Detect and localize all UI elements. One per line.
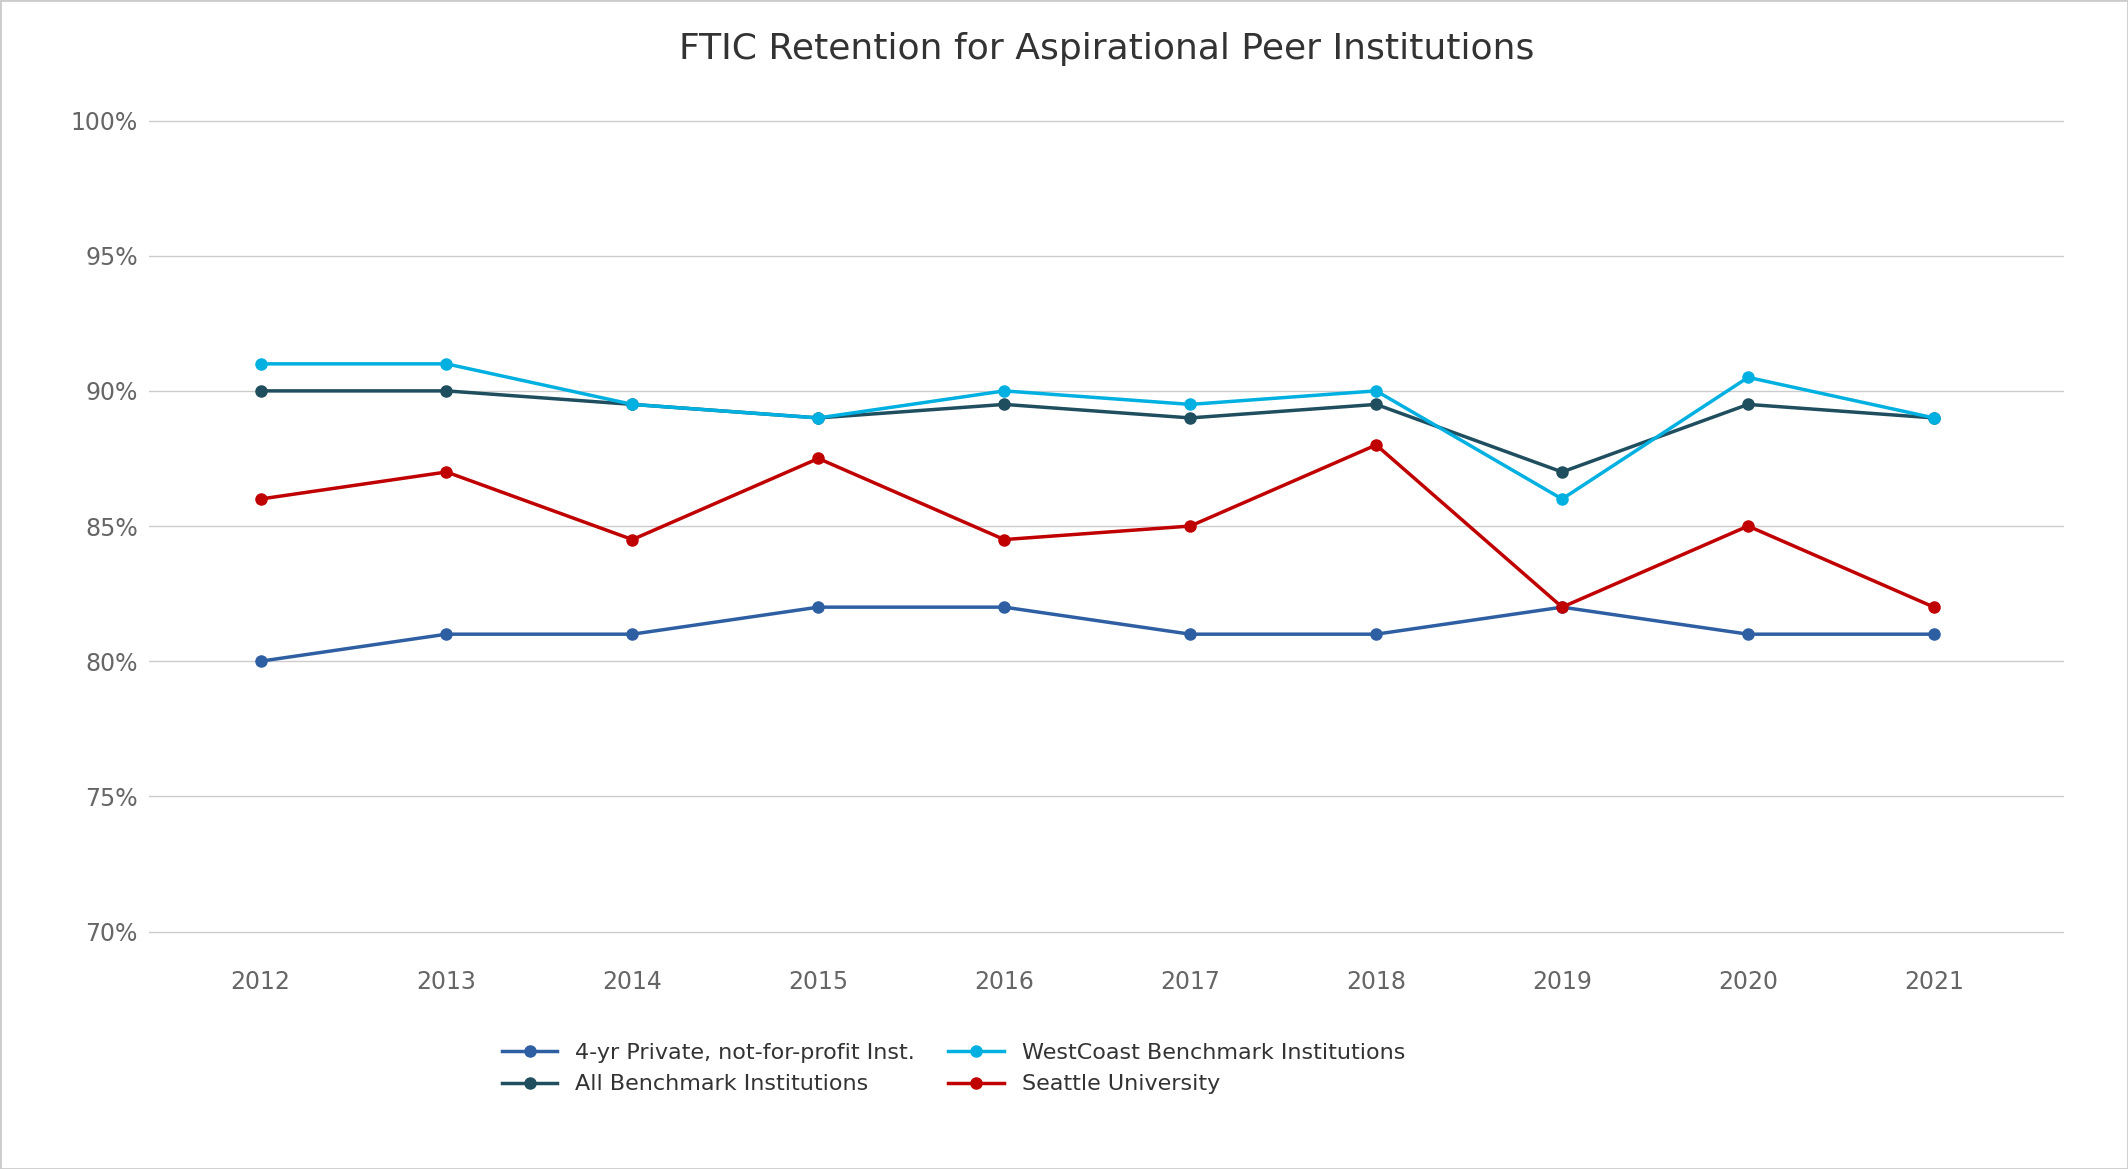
WestCoast Benchmark Institutions (1922, 411, 1947, 426)
Line: All Benchmark Institutions: All Benchmark Institutions (255, 386, 1939, 478)
4-yr Private, not-for-profit Inst. (807, 600, 832, 614)
Legend: 4-yr Private, not-for-profit Inst., All Benchmark Institutions, WestCoast Benchm: 4-yr Private, not-for-profit Inst., All … (494, 1035, 1413, 1104)
All Benchmark Institutions (1549, 465, 1575, 479)
All Benchmark Institutions (992, 397, 1017, 411)
All Benchmark Institutions (1177, 411, 1202, 426)
WestCoast Benchmark Institutions (434, 357, 460, 371)
All Benchmark Institutions (1364, 397, 1390, 411)
WestCoast Benchmark Institutions (1734, 371, 1760, 385)
Seattle University (1364, 438, 1390, 452)
Line: Seattle University: Seattle University (255, 440, 1939, 613)
All Benchmark Institutions (434, 383, 460, 397)
Seattle University (434, 465, 460, 479)
Seattle University (1549, 600, 1575, 614)
All Benchmark Institutions (1734, 397, 1760, 411)
4-yr Private, not-for-profit Inst. (1364, 627, 1390, 641)
4-yr Private, not-for-profit Inst. (247, 655, 272, 669)
Line: WestCoast Benchmark Institutions: WestCoast Benchmark Institutions (255, 358, 1939, 505)
All Benchmark Institutions (247, 383, 272, 397)
All Benchmark Institutions (619, 397, 645, 411)
4-yr Private, not-for-profit Inst. (619, 627, 645, 641)
WestCoast Benchmark Institutions (992, 383, 1017, 397)
4-yr Private, not-for-profit Inst. (992, 600, 1017, 614)
4-yr Private, not-for-profit Inst. (1734, 627, 1760, 641)
WestCoast Benchmark Institutions (247, 357, 272, 371)
All Benchmark Institutions (1922, 411, 1947, 426)
4-yr Private, not-for-profit Inst. (1177, 627, 1202, 641)
All Benchmark Institutions (807, 411, 832, 426)
Seattle University (247, 492, 272, 506)
4-yr Private, not-for-profit Inst. (1549, 600, 1575, 614)
WestCoast Benchmark Institutions (1364, 383, 1390, 397)
Line: 4-yr Private, not-for-profit Inst.: 4-yr Private, not-for-profit Inst. (255, 602, 1939, 666)
Seattle University (807, 451, 832, 465)
Seattle University (1922, 600, 1947, 614)
Seattle University (1734, 519, 1760, 533)
WestCoast Benchmark Institutions (619, 397, 645, 411)
WestCoast Benchmark Institutions (1549, 492, 1575, 506)
WestCoast Benchmark Institutions (1177, 397, 1202, 411)
4-yr Private, not-for-profit Inst. (1922, 627, 1947, 641)
Seattle University (619, 533, 645, 547)
Seattle University (1177, 519, 1202, 533)
Title: FTIC Retention for Aspirational Peer Institutions: FTIC Retention for Aspirational Peer Ins… (679, 32, 1534, 65)
4-yr Private, not-for-profit Inst. (434, 627, 460, 641)
WestCoast Benchmark Institutions (807, 411, 832, 426)
Seattle University (992, 533, 1017, 547)
